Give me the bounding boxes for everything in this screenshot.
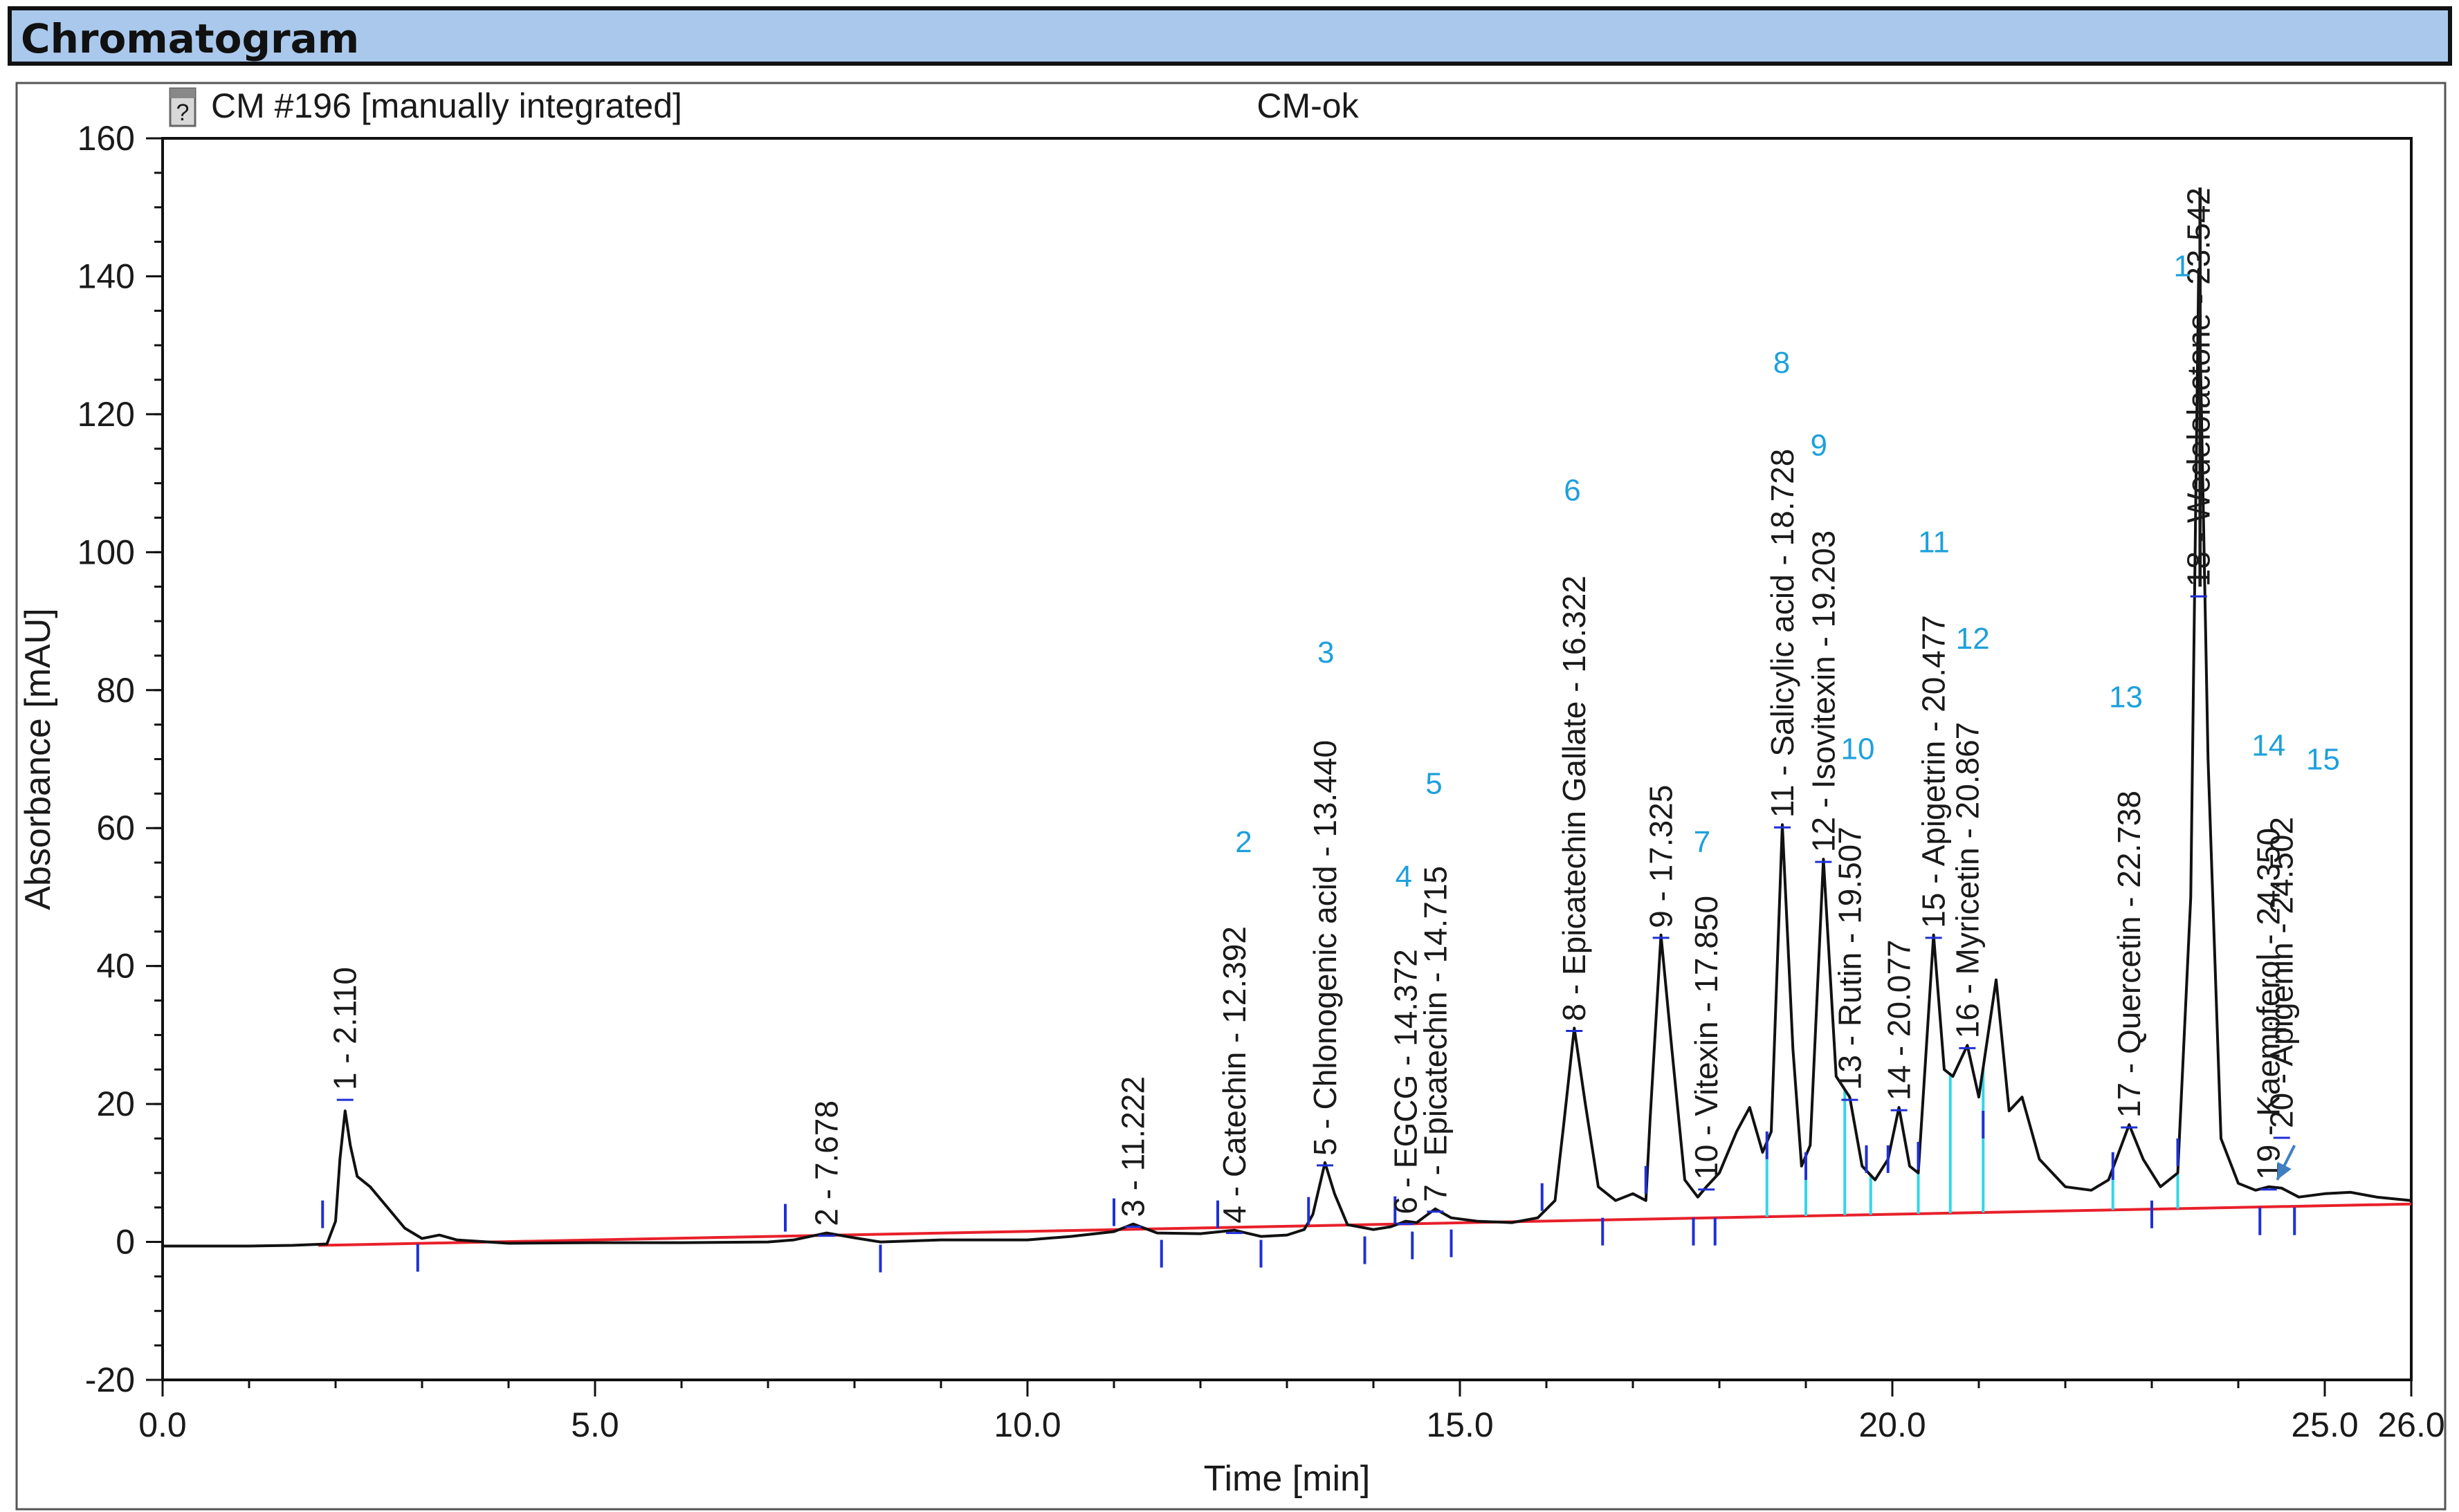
x-tick-label: 0.0 bbox=[138, 1405, 187, 1444]
baseline-layer bbox=[318, 1202, 2412, 1247]
outer-frame bbox=[15, 82, 2447, 1511]
pointer-arrow bbox=[2276, 1145, 2296, 1181]
y-tick-label: 100 bbox=[77, 533, 135, 571]
peak-label: 19 - Kaempferol - 24.350 bbox=[2251, 828, 2287, 1180]
x-axis: 0.0 5.0 10.0 15.0 20.0 25.0 26.0 bbox=[138, 1380, 2445, 1444]
peak-label: 10 - Vitexin - 17.850 bbox=[1688, 896, 1724, 1180]
y-tick-label: 160 bbox=[77, 119, 135, 158]
peak-label: 14 - 20.077 bbox=[1881, 939, 1917, 1100]
plot-frame bbox=[161, 137, 2413, 1381]
annotation-number: 5 bbox=[1425, 766, 1442, 800]
integration-baseline bbox=[318, 1202, 2412, 1247]
peak-label: 12 - Isovitexin - 19.203 bbox=[1805, 531, 1841, 852]
peak-label: 13 - Rutin - 19.507 bbox=[1831, 827, 1867, 1090]
header-bar bbox=[8, 6, 2452, 66]
x-tick-label: 26.0 bbox=[2377, 1405, 2444, 1444]
peak-labels: 1 - 2.110 2 - 7.678 3 - 11.222 4 - Catechin… bbox=[327, 187, 2300, 1237]
y-tick-label: 60 bbox=[96, 809, 135, 847]
annotation-number: 1 bbox=[2174, 249, 2191, 283]
annotation-number: 11 bbox=[1918, 525, 1950, 559]
annotation-number: 7 bbox=[1694, 825, 1710, 859]
annotation-number: 2 bbox=[1235, 825, 1252, 859]
trace-layer bbox=[163, 268, 2412, 1248]
annotation-number: 9 bbox=[1811, 429, 1827, 463]
header-title: Chromatogram bbox=[21, 15, 359, 62]
y-axis-label: Absorbance [mAU] bbox=[18, 608, 58, 910]
peak-label: 9 - 17.325 bbox=[1643, 785, 1679, 928]
peak-label: 3 - 11.222 bbox=[1115, 1076, 1151, 1217]
sample-label: CM-ok bbox=[1256, 86, 1359, 125]
peak-label: 15 - Apigetrin - 20.477 bbox=[1916, 615, 1952, 928]
annotation-number: 3 bbox=[1317, 636, 1334, 670]
annotation-number: 14 bbox=[2251, 729, 2285, 763]
run-label: CM #196 [manually integrated] bbox=[211, 86, 682, 125]
peak-label: 8 - Epicatechin Gallate - 16.322 bbox=[1556, 575, 1592, 1021]
peak-label: 6 - EGCG - 14.372 bbox=[1388, 949, 1424, 1215]
annotation-number: 15 bbox=[2306, 742, 2340, 776]
annotation-number: 13 bbox=[2109, 681, 2143, 714]
annotation-number: 6 bbox=[1564, 474, 1580, 508]
y-tick-label: 120 bbox=[77, 395, 135, 434]
peak-label: 17 - Quercetin - 22.738 bbox=[2111, 791, 2147, 1118]
x-tick-label: 10.0 bbox=[994, 1405, 1061, 1444]
peak-label: 7 - Epicatechin - 14.715 bbox=[1417, 866, 1453, 1202]
x-axis-label: Time [min] bbox=[1204, 1459, 1371, 1499]
x-tick-label: 25.0 bbox=[2291, 1405, 2358, 1444]
annotation-number: 10 bbox=[1841, 732, 1875, 766]
annotation-number: 8 bbox=[1773, 346, 1790, 380]
y-tick-label: 80 bbox=[96, 671, 135, 710]
peak-label: 20 - Apigenin - 24.502 bbox=[2264, 817, 2300, 1128]
peak-label: 11 - Salicylic acid - 18.728 bbox=[1764, 449, 1800, 818]
svg-text:?: ? bbox=[176, 100, 190, 126]
x-tick-label: 15.0 bbox=[1426, 1405, 1493, 1444]
integration-marks bbox=[321, 1110, 2296, 1273]
pointer-arrow-head bbox=[2277, 1161, 2292, 1180]
document-question-icon: ? bbox=[169, 87, 196, 127]
chromatogram-trace bbox=[163, 268, 2412, 1248]
peak-label: 4 - Catechin - 12.392 bbox=[1216, 926, 1252, 1224]
peak-label: 1 - 2.110 bbox=[327, 967, 363, 1090]
y-tick-label: 40 bbox=[96, 947, 135, 986]
y-tick-label: -20 bbox=[85, 1361, 135, 1399]
y-tick-label: 20 bbox=[96, 1085, 135, 1123]
peak-label: 16 - Myricetin - 20.867 bbox=[1949, 722, 1985, 1039]
x-tick-label: 20.0 bbox=[1858, 1405, 1926, 1444]
y-tick-label: 140 bbox=[77, 257, 135, 295]
annotation-number: 4 bbox=[1396, 860, 1412, 894]
peak-label: 18 - Wedelolactone - 23.542 bbox=[2181, 187, 2217, 587]
x-tick-label: 5.0 bbox=[571, 1405, 619, 1444]
annotation-number: 12 bbox=[1956, 622, 1990, 656]
y-tick-label: 0 bbox=[116, 1223, 135, 1262]
peak-label: 2 - 7.678 bbox=[809, 1100, 845, 1226]
y-axis: -20 0 20 40 60 80 100 120 140 160 bbox=[77, 119, 163, 1399]
peak-label: 5 - Chlonogenic acid - 13.440 bbox=[1307, 740, 1343, 1156]
